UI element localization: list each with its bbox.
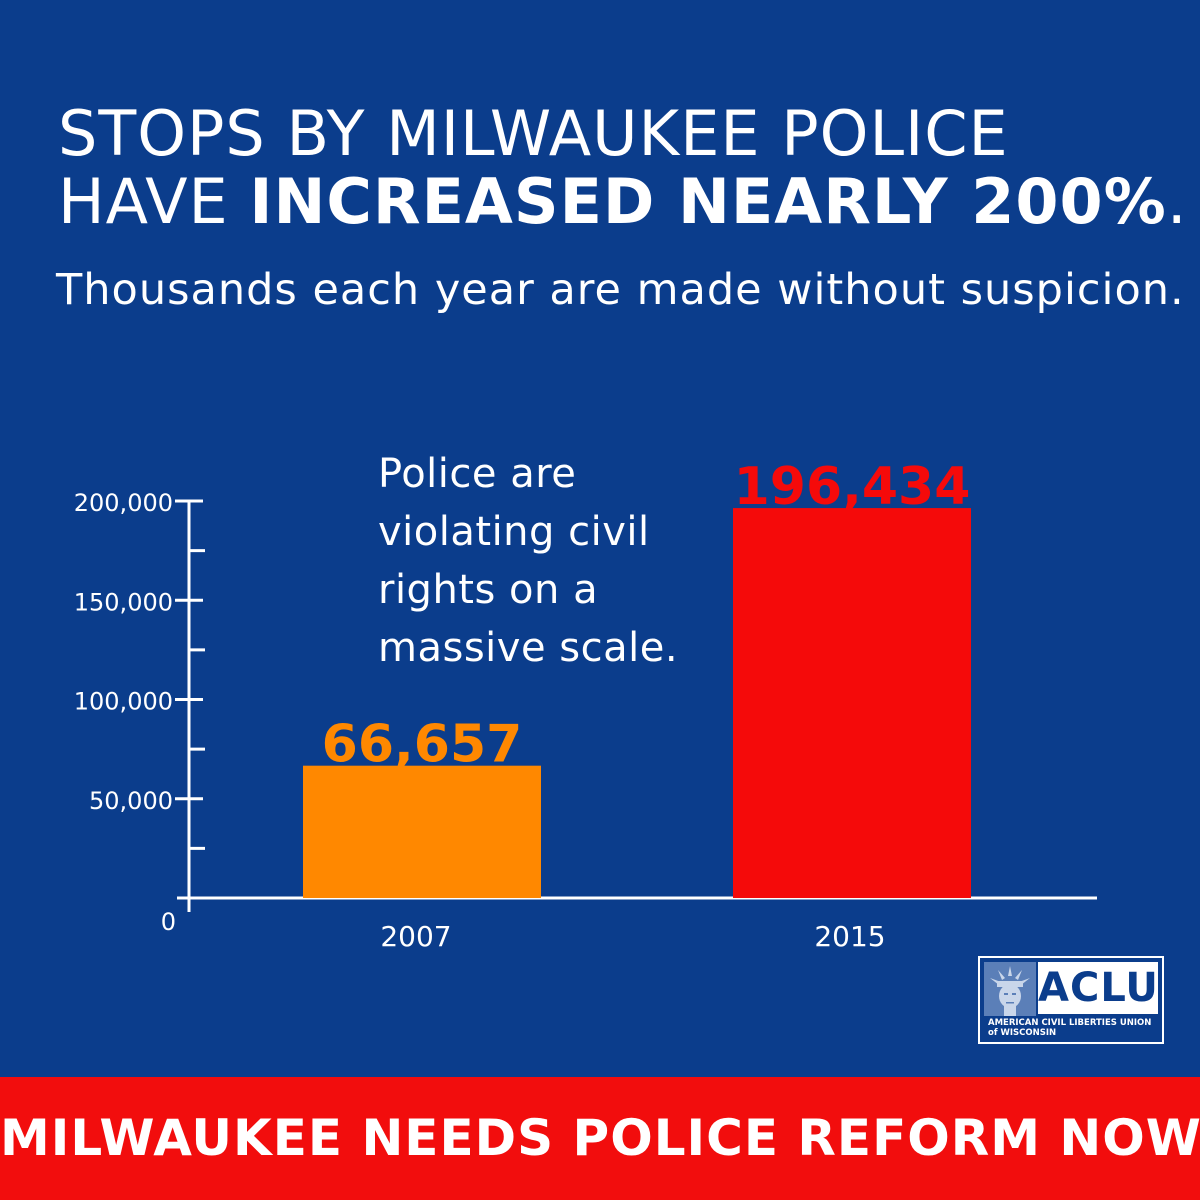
aclu-tagline-line-1: AMERICAN CIVIL LIBERTIES UNION <box>988 1018 1152 1028</box>
y-tick-label: 200,000 <box>74 489 173 517</box>
chart-bars <box>303 508 971 898</box>
chart-annotation: Police are violating civil rights on a m… <box>378 445 678 677</box>
headline: STOPS BY MILWAUKEE POLICE HAVE INCREASED… <box>58 97 1188 236</box>
y-tick-label: 100,000 <box>74 688 173 716</box>
bar-value-label: 66,657 <box>322 715 523 775</box>
x-category-label: 2015 <box>814 920 885 953</box>
bar-value-label: 196,434 <box>734 457 971 517</box>
headline-line-2: HAVE INCREASED NEARLY 200%. <box>58 168 1188 236</box>
footer-banner: MILWAUKEE NEEDS POLICE REFORM NOW. <box>0 1077 1200 1200</box>
annotation-line-3: rights on a <box>378 567 599 613</box>
bar-2007 <box>303 765 541 898</box>
statue-of-liberty-icon <box>984 962 1036 1016</box>
subhead: Thousands each year are made without sus… <box>56 265 1185 315</box>
y-tick-label: 50,000 <box>89 787 173 815</box>
bar-2015 <box>733 508 971 898</box>
headline-emphasis: INCREASED NEARLY 200% <box>249 165 1167 239</box>
annotation-line-2: violating civil <box>378 509 650 555</box>
aclu-tagline-line-2: of WISCONSIN <box>988 1028 1057 1038</box>
headline-line-2-suffix: . <box>1166 165 1188 239</box>
aclu-logo: ACLU AMERICAN CIVIL LIBERTIES UNION of W… <box>978 956 1164 1044</box>
annotation-line-1: Police are <box>378 451 577 497</box>
footer-call-to-action: MILWAUKEE NEEDS POLICE REFORM NOW. <box>0 1109 1200 1167</box>
y-tick-label: 150,000 <box>74 588 173 616</box>
headline-line-1: STOPS BY MILWAUKEE POLICE <box>58 97 1009 170</box>
chart-labels: 0 50,000 100,000 150,000 200,000 66,657 2007 19… <box>74 457 971 953</box>
headline-line-2-prefix: HAVE <box>58 165 250 239</box>
x-category-label: 2007 <box>380 920 451 953</box>
aclu-tagline: AMERICAN CIVIL LIBERTIES UNION of WISCON… <box>988 1018 1151 1038</box>
annotation-line-4: massive scale. <box>378 625 679 671</box>
y-tick-label: 0 <box>161 908 176 936</box>
aclu-wordmark: ACLU <box>1038 962 1158 1014</box>
